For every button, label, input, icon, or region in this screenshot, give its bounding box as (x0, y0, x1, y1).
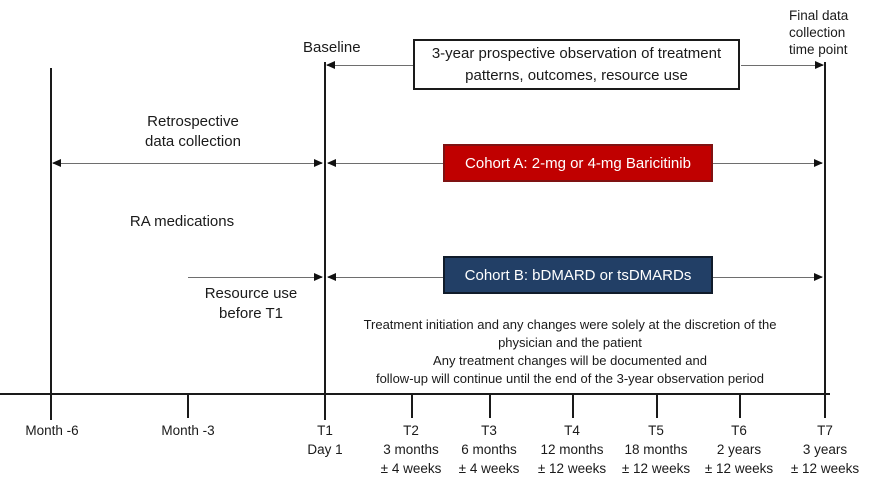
timeline-label-t5: T5 18 months ± 12 weeks (621, 423, 691, 476)
observation-to-final-arrow (741, 61, 824, 69)
arrowhead-left-icon (52, 159, 61, 167)
timeline-label-t1: T1 Day 1 (307, 423, 343, 457)
tick-t2 (411, 394, 413, 418)
final-t7-vertical-line (824, 62, 826, 418)
arrowhead-right-icon (814, 273, 823, 281)
cohort-b-box: Cohort B: bDMARD or tsDMARDs (443, 256, 713, 294)
arrowhead-left-icon (327, 159, 336, 167)
arrowhead-right-icon (314, 273, 323, 281)
final-data-collection-label: Final data collection time point (789, 8, 849, 57)
tick-month-minus3 (187, 394, 189, 418)
treatment-note-text: Treatment initiation and any changes wer… (363, 317, 777, 386)
timeline-label-month-minus6: Month -6 (25, 423, 79, 438)
resource-use-before-t1-label: Resource use before T1 (204, 285, 298, 322)
month-minus6-vertical-line (50, 68, 52, 420)
observation-to-baseline-arrow (326, 61, 413, 69)
tick-t3 (489, 394, 491, 418)
baseline-label: Baseline (303, 39, 361, 56)
arrowhead-right-icon (314, 159, 323, 167)
timeline-label-t3: T3 6 months ± 4 weeks (458, 423, 520, 476)
timeline-axis (0, 393, 830, 395)
arrowhead-left-icon (327, 273, 336, 281)
timeline-label-month-minus3: Month -3 (161, 423, 215, 438)
cohort-a-box: Cohort A: 2-mg or 4-mg Baricitinib (443, 144, 713, 182)
tick-t6 (739, 394, 741, 418)
observation-box: 3-year prospective observation of treatm… (413, 39, 740, 90)
ra-medications-label: RA medications (129, 213, 235, 230)
arrowhead-right-icon (815, 61, 824, 69)
timeline-label-t6: T6 2 years ± 12 weeks (704, 423, 774, 476)
retrospective-data-collection-label: Retrospective data collection (145, 113, 241, 150)
timeline-label-t4: T4 12 months ± 12 weeks (537, 423, 607, 476)
tick-t4 (572, 394, 574, 418)
arrowhead-right-icon (814, 159, 823, 167)
resource-use-arrow (188, 273, 323, 281)
tick-t5 (656, 394, 658, 418)
arrowhead-left-icon (326, 61, 335, 69)
timeline-label-t7: T7 3 years ± 12 weeks (790, 423, 860, 476)
retrospective-span-arrow (52, 159, 323, 167)
timeline-label-t2: T2 3 months ± 4 weeks (380, 423, 442, 476)
baseline-t1-vertical-line (324, 62, 326, 420)
